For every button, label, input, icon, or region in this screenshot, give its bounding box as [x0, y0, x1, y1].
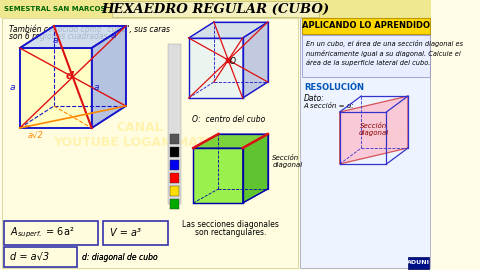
Polygon shape [20, 26, 126, 48]
Bar [170, 160, 179, 170]
Text: son rectangulares.: son rectangulares. [195, 228, 266, 237]
Bar [170, 186, 179, 196]
Text: O: O [230, 57, 236, 66]
Text: CANAL
YOUTUBE LOGAN MATHS: CANAL YOUTUBE LOGAN MATHS [53, 121, 225, 149]
Text: a√2: a√2 [28, 131, 44, 140]
Polygon shape [243, 134, 268, 203]
Polygon shape [243, 22, 268, 98]
Text: $A_{superf.}$ = 6a²: $A_{superf.}$ = 6a² [10, 226, 74, 240]
Polygon shape [92, 26, 126, 128]
Text: Las secciones diagonales: Las secciones diagonales [182, 220, 279, 229]
Text: SEMESTRAL SAN MARCOS: SEMESTRAL SAN MARCOS [3, 6, 105, 12]
FancyBboxPatch shape [3, 247, 77, 267]
Text: a: a [53, 36, 59, 45]
Text: V = a³: V = a³ [109, 228, 141, 238]
Text: ADUNI: ADUNI [408, 260, 430, 265]
Bar [302, 18, 430, 34]
Text: a: a [94, 83, 99, 93]
Text: a: a [110, 32, 116, 40]
FancyBboxPatch shape [103, 221, 168, 245]
Polygon shape [193, 148, 243, 203]
Polygon shape [20, 48, 92, 128]
Text: d: d [66, 71, 73, 81]
Bar [170, 134, 179, 144]
Text: Sección
diagonal: Sección diagonal [359, 123, 389, 137]
Text: APLICANDO LO APRENDIDO: APLICANDO LO APRENDIDO [302, 22, 430, 31]
Text: d = a√3: d = a√3 [10, 252, 49, 262]
Bar [0, 0, 432, 18]
Polygon shape [340, 96, 408, 164]
Text: También conocido como "cubo", sus caras: También conocido como "cubo", sus caras [9, 25, 170, 34]
Text: Sección
diagonal: Sección diagonal [272, 155, 302, 168]
Bar [170, 173, 179, 183]
Text: Dato:: Dato: [304, 94, 324, 103]
Polygon shape [189, 38, 243, 98]
FancyBboxPatch shape [302, 35, 430, 77]
Bar [170, 199, 179, 209]
Text: SUSCR
MAT: SUSCR MAT [366, 129, 407, 151]
Polygon shape [193, 134, 268, 148]
FancyBboxPatch shape [408, 256, 429, 268]
Text: son 6 regiones cuadradas.: son 6 regiones cuadradas. [9, 32, 110, 41]
Text: A sección = d:: A sección = d: [304, 103, 354, 109]
Text: d: diagonal de cubo: d: diagonal de cubo [82, 252, 157, 262]
Polygon shape [189, 22, 268, 38]
Bar [168, 44, 180, 204]
Text: HEXAEDRO REGULAR (CUBO): HEXAEDRO REGULAR (CUBO) [102, 2, 330, 15]
Bar [2, 18, 299, 268]
Bar [112, 1, 319, 17]
Text: a: a [10, 83, 15, 93]
Text: O:  centro del cubo: O: centro del cubo [192, 115, 265, 124]
Text: En un cubo, el área de una sección diagonal es
numéricamente igual a su diagonal: En un cubo, el área de una sección diago… [306, 40, 463, 66]
FancyBboxPatch shape [3, 221, 98, 245]
Bar [300, 18, 431, 268]
Text: d: diagonal de cubo: d: diagonal de cubo [82, 252, 157, 262]
Bar [170, 147, 179, 157]
Text: RESOLUCIÓN: RESOLUCIÓN [304, 83, 364, 92]
